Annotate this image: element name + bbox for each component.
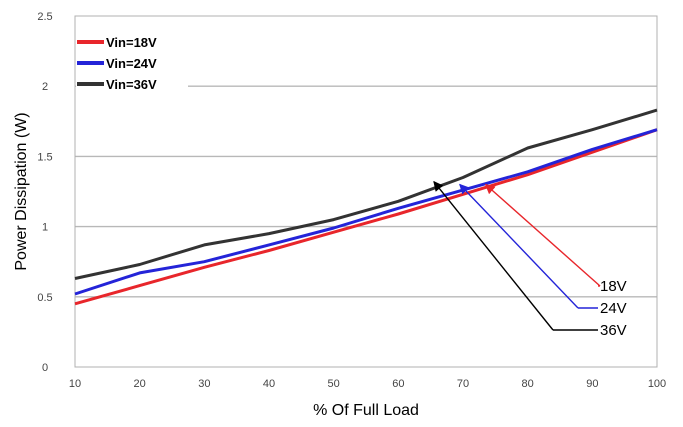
x-axis-ticks: 10 20 30 40 50 60 70 80 90 100 [69, 378, 666, 390]
y-tick-label: 2.5 [37, 11, 52, 23]
grid [75, 85, 657, 298]
annotation-arrow [459, 183, 579, 309]
series-line-3 [74, 108, 658, 280]
x-tick-label: 20 [134, 378, 146, 390]
x-tick-label: 10 [69, 378, 81, 390]
annotation-arrow [433, 180, 554, 331]
series-line-2 [74, 128, 658, 296]
y-tick-label: 1.5 [37, 151, 52, 163]
x-tick-label: 60 [392, 378, 404, 390]
annotation-arrow [484, 183, 601, 287]
y-tick-label: 0.5 [37, 292, 52, 304]
x-tick-label: 50 [328, 378, 340, 390]
x-tick-label: 30 [198, 378, 210, 390]
y-tick-label: 0 [42, 362, 48, 374]
legend-label: Vin=24V [106, 56, 157, 71]
annotations: 18V 24V 36V [433, 180, 627, 339]
annotation-label: 36V [600, 322, 627, 339]
series-lines [74, 108, 658, 306]
y-axis-title: Power Dissipation (W) [13, 112, 30, 270]
y-tick-label: 1 [42, 222, 48, 234]
annotation-label: 24V [600, 300, 627, 317]
x-axis-title: % Of Full Load [313, 402, 419, 419]
plot-area-frame [74, 15, 658, 368]
y-tick-label: 2 [42, 81, 48, 93]
legend-label: Vin=36V [106, 77, 157, 92]
x-tick-label: 90 [586, 378, 598, 390]
legend-label: Vin=18V [106, 35, 157, 50]
x-tick-label: 40 [263, 378, 275, 390]
y-axis-ticks: 0 0.5 1 1.5 2 2.5 [37, 11, 52, 374]
x-tick-label: 80 [522, 378, 534, 390]
annotation-label: 18V [600, 278, 627, 295]
x-tick-label: 70 [457, 378, 469, 390]
series-line-1 [74, 128, 658, 306]
legend: Vin=18V Vin=24V Vin=36V [76, 30, 188, 96]
x-tick-label: 100 [648, 378, 666, 390]
